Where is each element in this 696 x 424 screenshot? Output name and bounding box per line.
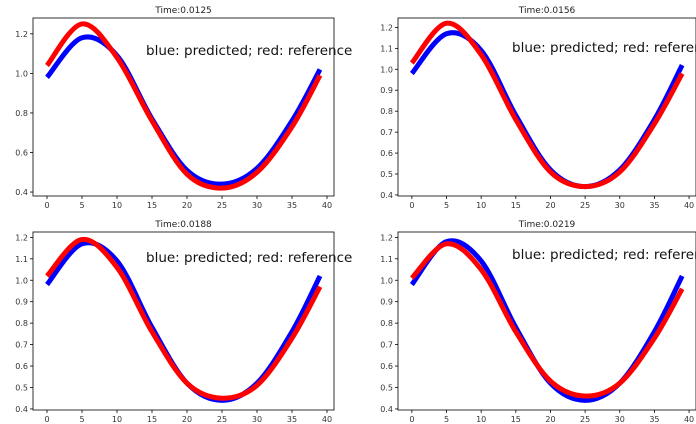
chart-title: Time:0.0125	[154, 6, 212, 16]
y-tick-label: 0.8	[15, 109, 28, 118]
series-line-red	[409, 20, 685, 190]
x-tick-label: 30	[252, 415, 262, 424]
y-tick-label: 1.1	[15, 255, 28, 264]
axes-frame	[397, 231, 696, 411]
y-tick-label: 0.9	[15, 298, 28, 307]
chart-title: Time:0.0219	[518, 220, 576, 230]
x-tick-label: 20	[182, 201, 192, 210]
x-tick-label: 20	[182, 415, 192, 424]
y-tick-label: 0.5	[380, 170, 393, 179]
series-line-red	[45, 237, 323, 401]
y-tick-label: 0.8	[380, 319, 393, 328]
x-tick-label: 15	[511, 415, 521, 424]
y-tick-label: 1.0	[15, 276, 28, 285]
x-tick-label: 5	[79, 201, 84, 210]
x-tick-label: 15	[147, 415, 157, 424]
x-tick-label: 0	[409, 415, 414, 424]
x-tick-label: 0	[44, 415, 49, 424]
x-tick-label: 30	[615, 201, 625, 210]
y-tick-label: 1.2	[380, 23, 393, 32]
y-tick-label: 0.6	[380, 149, 393, 158]
y-tick-label: 0.7	[380, 341, 393, 350]
y-tick-label: 0.6	[380, 362, 393, 371]
y-tick-label: 1.0	[15, 69, 28, 78]
y-tick-label: 1.2	[15, 30, 28, 39]
x-tick-label: 35	[287, 415, 297, 424]
y-tick-label: 0.8	[15, 319, 28, 328]
y-tick-label: 0.7	[380, 128, 393, 137]
x-tick-label: 5	[79, 415, 84, 424]
y-tick-label: 0.4	[380, 405, 393, 414]
x-tick-label: 10	[112, 201, 122, 210]
x-tick-label: 40	[684, 415, 694, 424]
axes-frame	[397, 17, 696, 197]
x-tick-label: 30	[615, 415, 625, 424]
x-tick-label: 35	[649, 415, 659, 424]
y-tick-label: 0.8	[380, 107, 393, 116]
legend-annotation: blue: predicted; red: reference	[146, 250, 352, 266]
x-tick-label: 25	[217, 415, 227, 424]
x-tick-label: 25	[580, 201, 590, 210]
x-tick-label: 35	[287, 201, 297, 210]
chart-title: Time:0.0188	[154, 220, 212, 230]
x-tick-label: 5	[444, 415, 449, 424]
series-line-blue	[45, 34, 323, 187]
x-tick-label: 40	[684, 201, 694, 210]
y-tick-label: 0.9	[380, 298, 393, 307]
panel-3: Time:0.0188 0 5 10 15 20 25 30 35 40 0.4 0.5 0.6 0.7 0…	[15, 220, 352, 424]
y-tick-label: 0.4	[15, 188, 28, 197]
y-tick-label: 1.2	[15, 233, 28, 242]
x-tick-label: 25	[217, 201, 227, 210]
x-tick-label: 40	[322, 201, 332, 210]
y-tick-label: 0.4	[380, 191, 393, 200]
y-tick-label: 0.5	[380, 383, 393, 392]
x-tick-label: 5	[444, 201, 449, 210]
x-tick-label: 0	[409, 201, 414, 210]
panel-4: Time:0.0219 0 5 10 15 20 25 30 35 40 0.4 0.5 0.6 0.7 0…	[380, 220, 696, 424]
y-tick-label: 1.1	[380, 44, 393, 53]
y-tick-label: 0.5	[15, 383, 28, 392]
legend-annotation: blue: predicted; red: reference	[146, 43, 352, 59]
x-tick-label: 0	[44, 201, 49, 210]
y-tick-label: 1.1	[380, 255, 393, 264]
y-tick-label: 1.0	[380, 65, 393, 74]
x-tick-label: 15	[147, 201, 157, 210]
y-tick-label: 1.2	[380, 233, 393, 242]
x-tick-label: 25	[580, 415, 590, 424]
y-tick-label: 0.9	[380, 86, 393, 95]
series-line-red	[44, 21, 323, 191]
x-tick-label: 10	[476, 415, 486, 424]
x-tick-label: 40	[322, 415, 332, 424]
axes-frame	[32, 231, 335, 411]
y-tick-label: 0.6	[15, 362, 28, 371]
x-tick-label: 10	[476, 201, 486, 210]
legend-annotation: blue: predicted; red: reference	[512, 40, 696, 56]
x-tick-label: 10	[112, 415, 122, 424]
x-tick-label: 35	[649, 201, 659, 210]
x-tick-label: 20	[545, 201, 555, 210]
y-tick-label: 1.0	[380, 276, 393, 285]
panel-1: Time:0.0125 0 5 10 15 20 25 30 35 40 0.4 0.6 0.8 1.0 1…	[15, 6, 352, 210]
panel-2: Time:0.0156 0 5 10 15 20 25 30 35 40 0.4 0.5 0.6 0.7 0…	[380, 6, 696, 210]
series-line-red	[409, 241, 685, 399]
x-tick-label: 20	[545, 415, 555, 424]
y-tick-label: 0.6	[15, 148, 28, 157]
x-tick-label: 30	[252, 201, 262, 210]
y-tick-label: 0.4	[15, 405, 28, 414]
y-tick-label: 0.7	[15, 341, 28, 350]
x-tick-label: 15	[511, 201, 521, 210]
legend-annotation: blue: predicted; red: reference	[512, 247, 696, 263]
chart-title: Time:0.0156	[518, 6, 576, 16]
axes-frame	[32, 17, 335, 197]
